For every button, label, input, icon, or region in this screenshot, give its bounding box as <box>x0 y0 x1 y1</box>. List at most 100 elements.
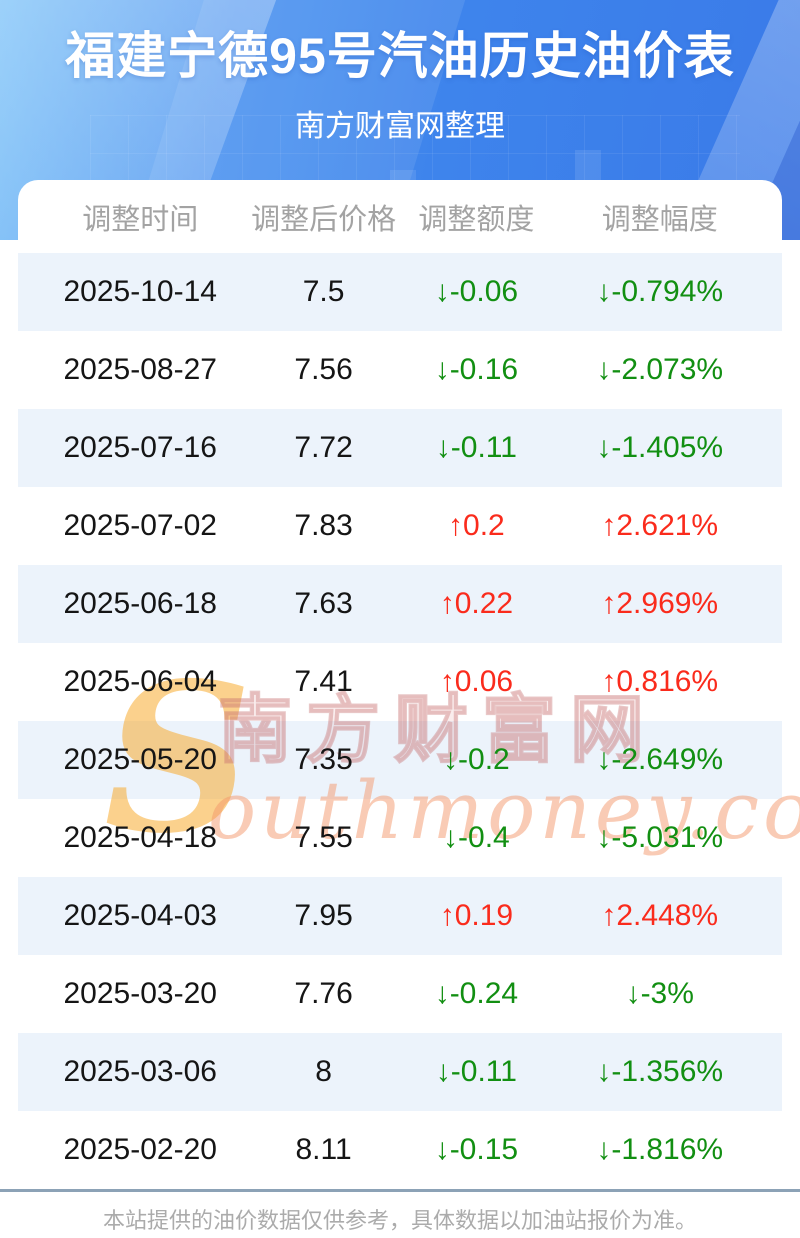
column-header-adjust-percent: 调整幅度 <box>601 203 718 236</box>
percent-value: -1.816% <box>611 1133 724 1166</box>
adjust-percent-cell: ↑2.621% <box>601 509 718 543</box>
adjust-date-cell: 2025-04-03 <box>63 899 217 932</box>
adjust-amount-cell: ↓-0.11 <box>436 1055 517 1089</box>
adjusted-price-cell: 7.41 <box>294 665 353 698</box>
table-row: 2025-03-20 7.76 ↓-0.24 ↓-3% <box>18 955 782 1033</box>
up-arrow-icon: ↑ <box>439 587 455 620</box>
change-value: 0.2 <box>463 509 505 542</box>
table-row: 2025-06-04 7.41 ↑0.06 ↑0.816% <box>18 643 782 721</box>
percent-value: -2.073% <box>611 353 724 386</box>
percent-value: 2.621% <box>616 509 719 542</box>
adjust-date-cell: 2025-04-18 <box>63 821 217 854</box>
adjust-amount-cell: ↑0.2 <box>448 509 505 543</box>
percent-value: 2.448% <box>616 899 719 932</box>
change-value: -0.11 <box>450 1055 517 1088</box>
adjust-amount-cell: ↑0.19 <box>440 899 513 933</box>
page-subtitle: 南方财富网整理 <box>295 110 505 143</box>
table-row: 2025-10-14 7.5 ↓-0.06 ↓-0.794% <box>18 253 782 331</box>
up-arrow-icon: ↑ <box>601 665 617 698</box>
adjust-percent-cell: ↓-5.031% <box>596 821 723 855</box>
percent-value: 0.816% <box>616 665 719 698</box>
adjust-percent-cell: ↓-2.649% <box>596 743 723 777</box>
down-arrow-icon: ↓ <box>596 275 612 308</box>
column-header-adjust-time: 调整时间 <box>82 203 199 236</box>
column-header-adjusted-price: 调整后价格 <box>251 203 397 236</box>
adjust-percent-cell: ↓-2.073% <box>596 353 723 387</box>
column-header-adjust-amount: 调整额度 <box>418 203 535 236</box>
adjust-date-cell: 2025-07-16 <box>63 431 217 464</box>
table-row: 2025-04-03 7.95 ↑0.19 ↑2.448% <box>18 877 782 955</box>
percent-value: -3% <box>640 977 694 1010</box>
adjust-amount-cell: ↓-0.24 <box>435 977 518 1011</box>
table-row: 2025-08-27 7.56 ↓-0.16 ↓-2.073% <box>18 331 782 409</box>
adjust-date-cell: 2025-03-20 <box>63 977 217 1010</box>
adjusted-price-cell: 7.56 <box>294 353 353 386</box>
change-value: -0.24 <box>449 977 519 1010</box>
adjusted-price-cell: 7.55 <box>294 821 353 854</box>
percent-value: 2.969% <box>616 587 719 620</box>
down-arrow-icon: ↓ <box>596 743 612 776</box>
change-value: 0.19 <box>454 899 514 932</box>
down-arrow-icon: ↓ <box>434 353 450 386</box>
table-row: 2025-07-16 7.72 ↓-0.11 ↓-1.405% <box>18 409 782 487</box>
change-value: -0.11 <box>450 431 517 464</box>
down-arrow-icon: ↓ <box>434 1133 450 1166</box>
change-value: 0.22 <box>454 587 514 620</box>
percent-value: -1.405% <box>611 431 724 464</box>
up-arrow-icon: ↑ <box>601 587 617 620</box>
up-arrow-icon: ↑ <box>601 509 617 542</box>
adjust-percent-cell: ↑2.969% <box>601 587 718 621</box>
adjust-percent-cell: ↓-1.356% <box>596 1055 723 1089</box>
table-row: 2025-06-18 7.63 ↑0.22 ↑2.969% <box>18 565 782 643</box>
down-arrow-icon: ↓ <box>625 977 641 1010</box>
up-arrow-icon: ↑ <box>439 899 455 932</box>
footer-divider <box>0 1189 800 1192</box>
down-arrow-icon: ↓ <box>596 1055 612 1088</box>
adjust-amount-cell: ↓-0.11 <box>436 431 517 465</box>
adjust-percent-cell: ↓-3% <box>626 977 694 1011</box>
percent-value: -5.031% <box>611 821 724 854</box>
percent-value: -0.794% <box>611 275 724 308</box>
adjust-amount-cell: ↓-0.2 <box>443 743 510 777</box>
adjust-amount-cell: ↓-0.15 <box>435 1133 518 1167</box>
adjusted-price-cell: 7.72 <box>294 431 353 464</box>
adjust-amount-cell: ↓-0.4 <box>443 821 510 855</box>
adjust-date-cell: 2025-03-06 <box>63 1055 217 1088</box>
percent-value: -1.356% <box>611 1055 724 1088</box>
disclaimer-text: 本站提供的油价数据仅供参考，具体数据以加油站报价为准。 <box>102 1208 697 1233</box>
down-arrow-icon: ↓ <box>443 821 459 854</box>
down-arrow-icon: ↓ <box>434 275 450 308</box>
up-arrow-icon: ↑ <box>439 665 455 698</box>
adjust-percent-cell: ↑2.448% <box>601 899 718 933</box>
percent-value: -2.649% <box>611 743 724 776</box>
adjust-date-cell: 2025-07-02 <box>63 509 217 542</box>
adjust-percent-cell: ↓-1.816% <box>596 1133 723 1167</box>
adjust-percent-cell: ↓-0.794% <box>596 275 723 309</box>
down-arrow-icon: ↓ <box>434 977 450 1010</box>
adjusted-price-cell: 7.35 <box>294 743 353 776</box>
adjusted-price-cell: 7.95 <box>294 899 353 932</box>
change-value: 0.06 <box>454 665 514 698</box>
adjust-percent-cell: ↓-1.405% <box>596 431 723 465</box>
down-arrow-icon: ↓ <box>435 1055 451 1088</box>
adjust-date-cell: 2025-05-20 <box>63 743 217 776</box>
change-value: -0.15 <box>449 1133 519 1166</box>
adjust-amount-cell: ↓-0.16 <box>435 353 518 387</box>
change-value: -0.2 <box>458 743 510 776</box>
page-title: 福建宁德95号汽油历史油价表 <box>65 28 735 84</box>
adjust-date-cell: 2025-02-20 <box>63 1133 217 1166</box>
table-body: 2025-10-14 7.5 ↓-0.06 ↓-0.794% 2025-08-2… <box>18 253 782 1189</box>
table-row: 2025-03-06 8 ↓-0.11 ↓-1.356% <box>18 1033 782 1111</box>
adjust-date-cell: 2025-06-04 <box>63 665 217 698</box>
down-arrow-icon: ↓ <box>596 431 612 464</box>
adjust-date-cell: 2025-06-18 <box>63 587 217 620</box>
adjusted-price-cell: 7.76 <box>294 977 353 1010</box>
table-row: 2025-04-18 7.55 ↓-0.4 ↓-5.031% <box>18 799 782 877</box>
table-header-row: 调整时间 调整后价格 调整额度 调整幅度 <box>18 180 782 253</box>
adjusted-price-cell: 8 <box>315 1055 332 1088</box>
change-value: -0.06 <box>449 275 519 308</box>
adjust-date-cell: 2025-10-14 <box>63 275 217 308</box>
adjust-amount-cell: ↑0.06 <box>440 665 513 699</box>
up-arrow-icon: ↑ <box>448 509 464 542</box>
